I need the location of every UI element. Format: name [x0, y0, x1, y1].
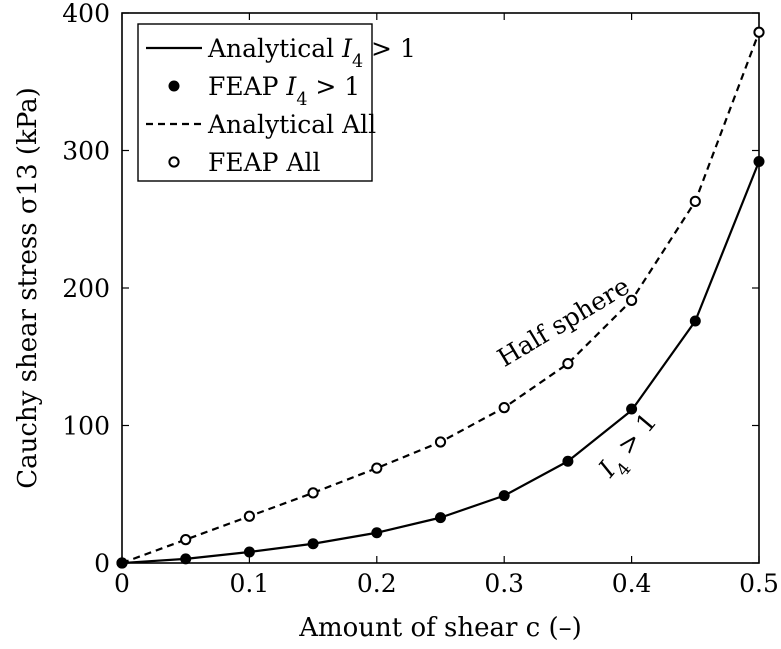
- data-point: [116, 557, 128, 569]
- data-point: [243, 510, 255, 522]
- x-axis-label: Amount of shear c (–): [298, 613, 582, 643]
- x-tick-label: 0: [114, 569, 130, 598]
- x-tick-label: 0.5: [739, 569, 779, 598]
- data-point: [626, 294, 638, 306]
- x-tick-label: 0.4: [612, 569, 652, 598]
- series-0: [121, 161, 761, 565]
- data-point: [307, 487, 319, 499]
- data-point: [753, 26, 765, 38]
- data-point: [689, 315, 701, 327]
- axes: 0 0.1 0.2 0.3 0.4 0.5 0 100 200 300 400 Amount of s…: [13, 0, 779, 643]
- y-tick-label: 200: [62, 274, 110, 303]
- y-axis-label: Cauchy shear stress σ13 (kPa): [13, 87, 43, 489]
- y-tick-label: 400: [62, 0, 110, 28]
- data-point: [498, 490, 510, 502]
- annotation-label: Half sphere: [492, 271, 634, 372]
- x-tick-label: 0.3: [484, 569, 524, 598]
- data-point: [243, 546, 255, 558]
- y-tick-label: 0: [94, 549, 110, 578]
- data-point: [371, 527, 383, 539]
- legend-swatch-marker: [168, 156, 180, 168]
- legend-box: [137, 23, 373, 182]
- data-point: [689, 195, 701, 207]
- data-point: [498, 402, 510, 414]
- legend-swatch-marker: [168, 80, 180, 92]
- y-tick-label: 100: [62, 412, 110, 441]
- data-point: [562, 358, 574, 370]
- series-1: [116, 156, 765, 569]
- data-point: [626, 403, 638, 415]
- data-point: [180, 534, 192, 546]
- data-point: [307, 538, 319, 550]
- annotations: Half sphere I4 > 1: [492, 271, 669, 489]
- y-tick-label: 300: [62, 137, 110, 166]
- legend-label: FEAP I4 > 1: [208, 72, 360, 110]
- series-layer: [116, 26, 765, 569]
- data-point: [180, 553, 192, 565]
- data-point: [435, 512, 446, 524]
- data-point: [434, 436, 447, 448]
- x-tick-label: 0.1: [230, 569, 270, 598]
- x-tick-label: 0.2: [357, 569, 397, 598]
- data-point: [371, 462, 383, 474]
- legend-label: Analytical I4 > 1: [207, 34, 416, 72]
- data-point: [562, 455, 574, 467]
- annotation-label: I4 > 1: [592, 407, 669, 489]
- series-line: [121, 161, 761, 565]
- legend-label: Analytical All: [207, 110, 376, 139]
- data-point: [753, 156, 765, 167]
- legend-label: FEAP All: [208, 148, 320, 177]
